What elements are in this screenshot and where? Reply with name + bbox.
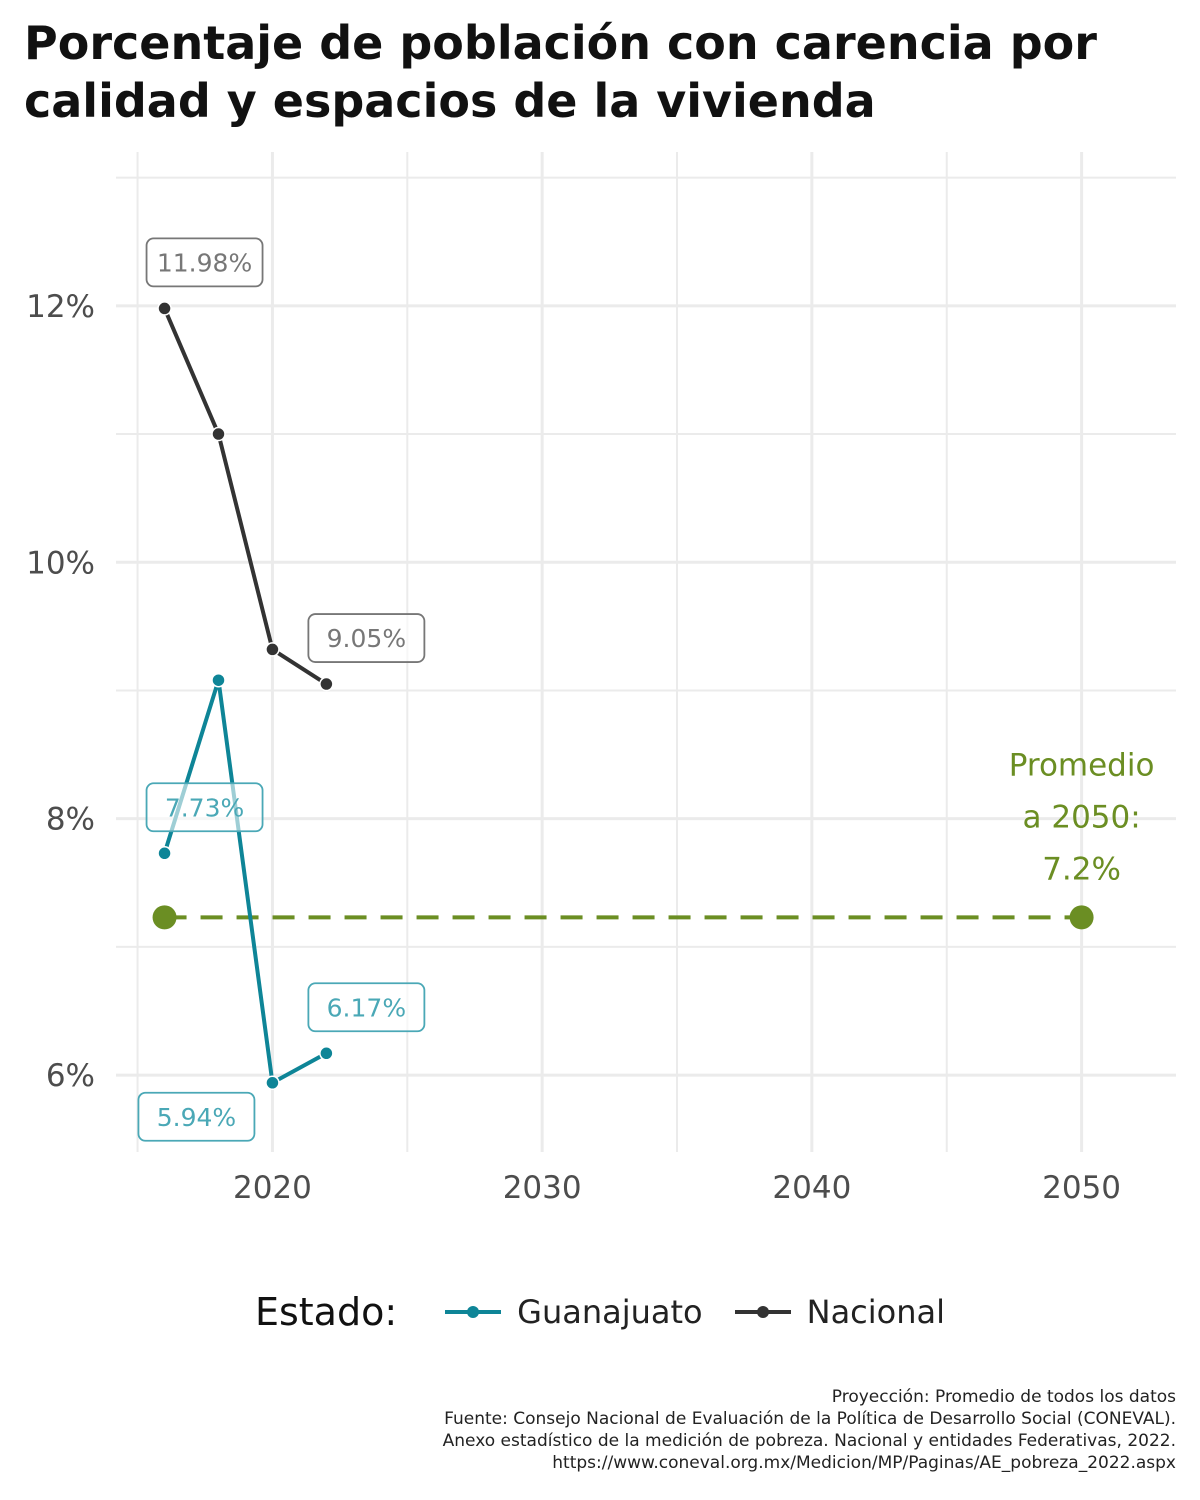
projection-annotation-line: Promedio xyxy=(1009,747,1155,783)
data-labels: 7.73% 5.94% 6.17% 11.98% 9.05% xyxy=(137,237,426,1142)
data-label: 5.94% xyxy=(157,1103,236,1132)
x-tick-label: 2040 xyxy=(772,1170,851,1206)
legend-item-guanajuato: Guanajuato xyxy=(443,1293,703,1331)
data-label-box xyxy=(307,982,426,1033)
y-tick-label: 10% xyxy=(26,545,95,581)
series-points xyxy=(157,301,334,1091)
legend-label-nacional: Nacional xyxy=(806,1293,946,1331)
data-label-box xyxy=(137,1091,256,1142)
data-label: 11.98% xyxy=(157,248,252,277)
caption: Proyección: Promedio de todos los datos … xyxy=(443,1386,1176,1474)
axes: 2020 2030 2040 2050 6% 8% 10% 12% xyxy=(26,289,1121,1206)
legend-item-nacional: Nacional xyxy=(733,1293,945,1331)
data-label-box xyxy=(145,782,264,833)
data-label: 9.05% xyxy=(327,624,406,653)
data-label-box xyxy=(307,613,426,663)
y-tick-label: 8% xyxy=(46,802,95,838)
data-point-nacional xyxy=(265,642,280,657)
legend-label-guanajuato: Guanajuato xyxy=(517,1293,703,1331)
caption-line-url: https://www.coneval.org.mx/Medicion/MP/P… xyxy=(552,1453,1176,1473)
legend-key-guanajuato xyxy=(443,1302,503,1322)
projection: Promedio a 2050: 7.2% xyxy=(152,747,1155,930)
caption-line-source: Fuente: Consejo Nacional de Evaluación d… xyxy=(444,1409,1176,1429)
legend-key-nacional xyxy=(733,1302,793,1322)
legend-title: Estado: xyxy=(254,1290,398,1334)
series-lines xyxy=(162,307,328,1085)
legend: Estado: Guanajuato Nacional xyxy=(0,1282,1200,1342)
data-label: 6.17% xyxy=(327,993,406,1022)
data-point-guanajuato xyxy=(157,846,172,861)
line-chart: Promedio a 2050: 7.2% 7.73% 5.94% 6.17% 11.98… xyxy=(26,152,1176,1206)
grid xyxy=(116,152,1176,1152)
y-tick-label: 6% xyxy=(46,1058,95,1094)
x-tick-label: 2030 xyxy=(503,1170,582,1206)
data-point-nacional xyxy=(157,301,172,316)
caption-line-projection: Proyección: Promedio de todos los datos xyxy=(831,1387,1176,1407)
data-label-box xyxy=(145,237,264,288)
projection-start-point xyxy=(152,905,177,930)
data-point-nacional xyxy=(319,676,334,692)
projection-annotation-line: a 2050: xyxy=(1023,799,1141,835)
data-point-guanajuato xyxy=(265,1075,280,1091)
x-tick-label: 2020 xyxy=(233,1170,312,1206)
data-point-guanajuato xyxy=(319,1046,334,1061)
caption-line-annex: Anexo estadístico de la medición de pobr… xyxy=(442,1431,1176,1451)
projection-end-point xyxy=(1069,905,1094,930)
x-tick-label: 2050 xyxy=(1042,1170,1121,1206)
projection-annotation-line: 7.2% xyxy=(1042,851,1121,887)
data-label: 7.73% xyxy=(165,793,244,822)
data-point-nacional xyxy=(211,426,226,442)
series-line-guanajuato xyxy=(162,678,328,1085)
y-tick-label: 12% xyxy=(26,289,95,325)
chart-title: Porcentaje de población con carencia por… xyxy=(24,16,1097,128)
series-line-nacional xyxy=(162,307,328,686)
data-point-guanajuato xyxy=(211,672,226,688)
